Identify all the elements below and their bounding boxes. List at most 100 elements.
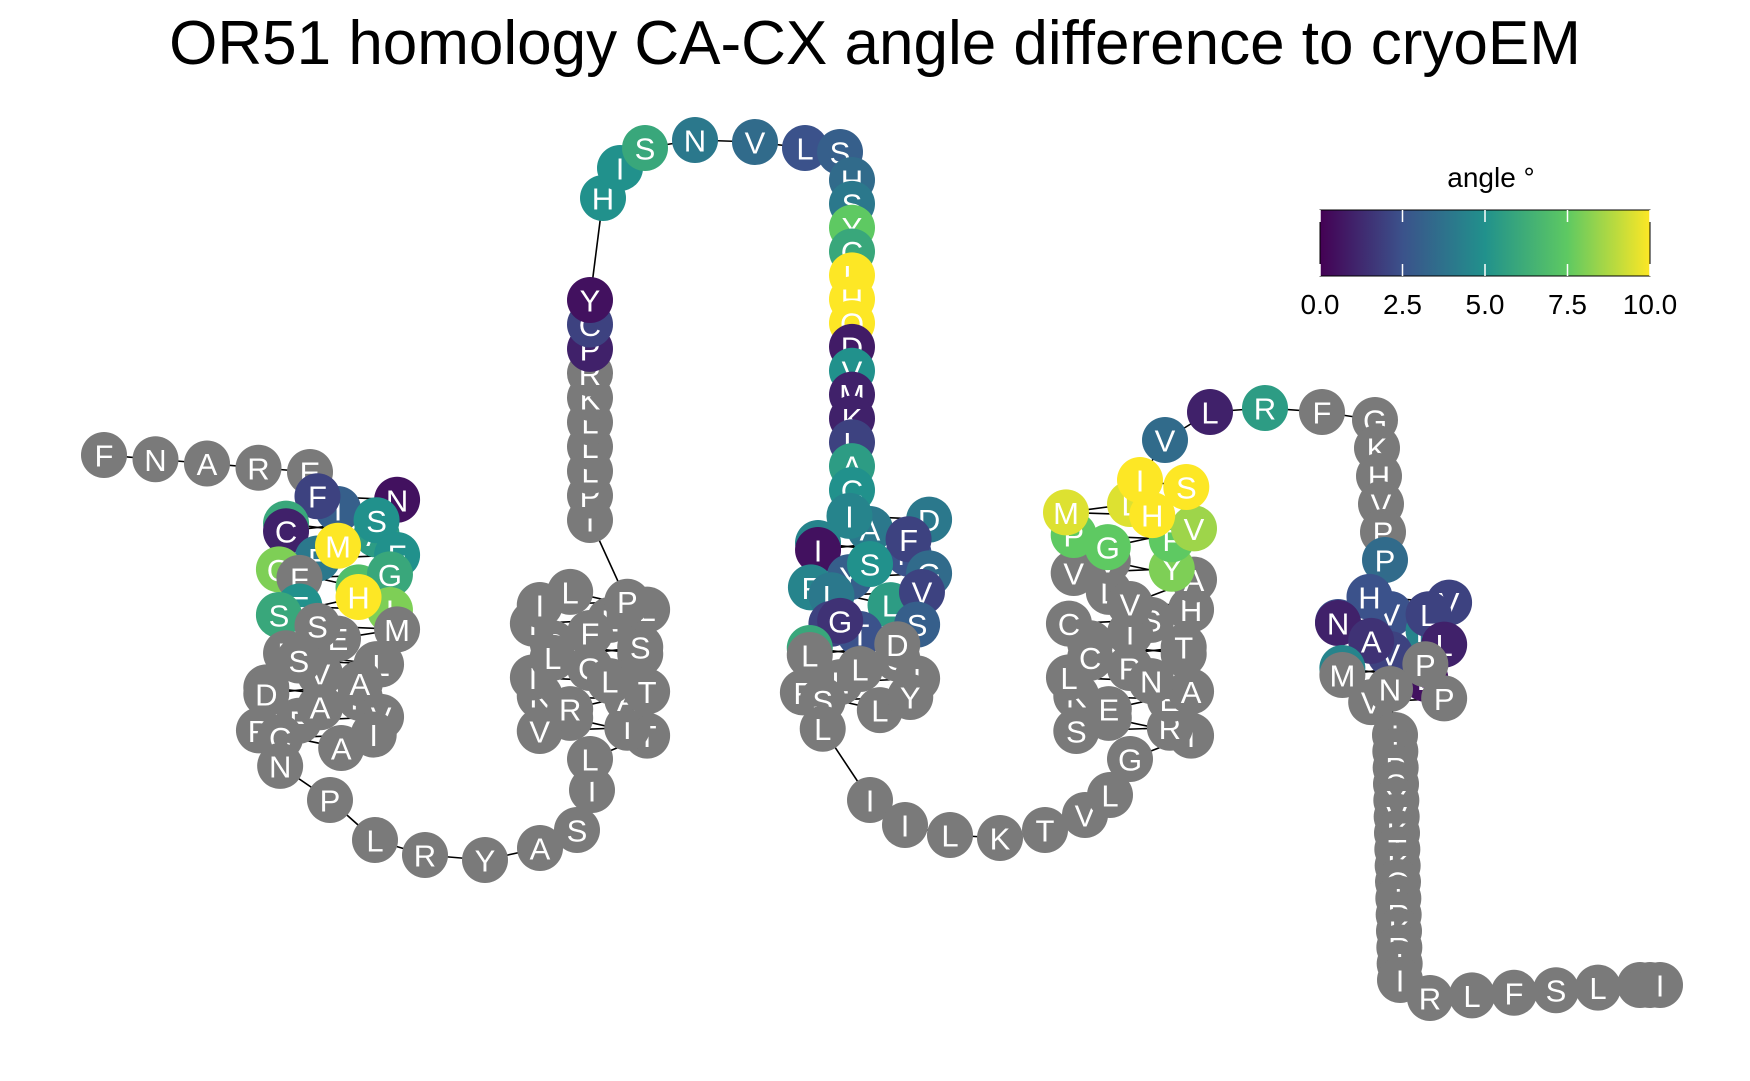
residue-label: I xyxy=(814,534,823,569)
residue-label: S xyxy=(307,609,328,644)
residue-circle xyxy=(263,508,310,555)
residue-circle xyxy=(874,621,921,668)
residue-circle xyxy=(243,670,290,717)
residue-circle xyxy=(554,807,600,853)
residue-label: V xyxy=(1184,512,1205,547)
residue-label: L xyxy=(796,132,813,167)
residue-label: C xyxy=(1079,641,1101,676)
residue-label: S xyxy=(288,644,309,679)
residue-circle xyxy=(1107,736,1153,782)
residue-circle xyxy=(624,668,671,715)
residue-circle xyxy=(1045,600,1092,647)
residue-node: M xyxy=(315,522,361,569)
residue-label: V xyxy=(529,715,550,750)
residue-label: F xyxy=(1313,396,1332,431)
residue-label: Y xyxy=(900,681,921,716)
residue-node: I xyxy=(882,802,928,848)
residue-circle xyxy=(1533,967,1579,1014)
residue-circle xyxy=(817,597,864,644)
legend-title: angle ° xyxy=(1447,162,1535,193)
residue-node: Y xyxy=(887,674,934,720)
residue-label: S xyxy=(630,631,651,666)
residue-label: I xyxy=(1126,617,1135,652)
residue-label: P xyxy=(1434,682,1455,717)
residue-label: S xyxy=(860,548,881,583)
residue-node: S xyxy=(847,541,893,587)
residue-label: R xyxy=(1254,392,1276,427)
residue-label: L xyxy=(941,819,958,854)
residue-circle xyxy=(847,777,893,823)
residue-label: H xyxy=(1141,499,1163,534)
residue-node: I xyxy=(795,527,842,573)
residue-circle xyxy=(1022,807,1068,853)
residue-node: L xyxy=(1187,389,1233,435)
residue-circle xyxy=(826,492,873,539)
residue-label: A xyxy=(350,667,371,702)
residue-node: S xyxy=(622,125,668,171)
residue-label: H xyxy=(1358,580,1380,615)
residue-label: R xyxy=(247,451,269,486)
residue-circle xyxy=(622,125,668,171)
residue-circle xyxy=(885,516,932,563)
residue-node: S xyxy=(1533,967,1579,1014)
residue-node: M xyxy=(1319,652,1366,698)
residue-circle xyxy=(799,705,846,752)
residue-label: I xyxy=(1656,969,1665,1004)
residue-circle xyxy=(353,497,400,544)
residue-label: I xyxy=(535,589,544,624)
residue-node: P xyxy=(1402,641,1449,688)
residue-label: L xyxy=(871,694,888,729)
residue-circle xyxy=(1084,524,1131,571)
residue-node: T xyxy=(1022,807,1068,853)
residue-node: S xyxy=(255,591,302,638)
residue-label: H xyxy=(592,182,614,217)
residue-node: P xyxy=(307,777,353,823)
residue-node: R xyxy=(402,832,448,878)
residue-circle xyxy=(462,837,508,883)
residue-node: V xyxy=(1050,550,1097,596)
residue-circle xyxy=(184,440,230,487)
residue-node: A xyxy=(517,825,563,871)
residue-node: P xyxy=(604,578,651,625)
residue-circle xyxy=(1367,666,1413,712)
residue-node: A xyxy=(1168,668,1215,715)
residue-label: L xyxy=(1420,598,1437,633)
residue-label: E xyxy=(1098,693,1119,728)
residue-circle xyxy=(837,646,883,692)
residue-label: I xyxy=(369,718,378,753)
residue-node: A xyxy=(297,684,343,731)
residue-node: I xyxy=(350,711,397,758)
residue-node: M xyxy=(374,606,421,653)
residue-node: L xyxy=(782,125,828,171)
residue-circle xyxy=(1087,772,1133,818)
residue-label: M xyxy=(325,529,351,564)
residue-label: L xyxy=(1589,971,1606,1006)
residue-label: L xyxy=(814,712,831,747)
page-title: OR51 homology CA-CX angle difference to … xyxy=(169,9,1581,78)
residue-circle xyxy=(1637,962,1683,1008)
residue-label: L xyxy=(801,639,818,674)
legend-tick-label: 7.5 xyxy=(1548,289,1587,320)
residue-node: L xyxy=(352,817,398,863)
residue-node: H xyxy=(335,574,382,621)
residue-label: P xyxy=(1375,544,1396,579)
residue-circle xyxy=(1299,389,1345,435)
residue-circle xyxy=(235,444,282,491)
residue-circle xyxy=(672,117,718,163)
residue-circle xyxy=(1407,975,1453,1021)
residue-circle xyxy=(567,610,613,656)
residue-circle xyxy=(1129,492,1176,539)
residue-node: F xyxy=(1491,969,1537,1016)
residue-node: L xyxy=(786,632,833,678)
residue-node: I xyxy=(826,492,873,539)
residue-node: M xyxy=(1042,489,1089,536)
residue-label: L xyxy=(366,824,383,859)
residue-circle xyxy=(294,602,341,649)
residue-label: V xyxy=(1120,588,1141,623)
residue-node: L xyxy=(799,705,846,752)
residue-label: A xyxy=(1181,675,1202,710)
residue-node: R xyxy=(547,686,594,733)
residue-circle xyxy=(1421,675,1468,722)
residue-label: F xyxy=(95,439,114,474)
